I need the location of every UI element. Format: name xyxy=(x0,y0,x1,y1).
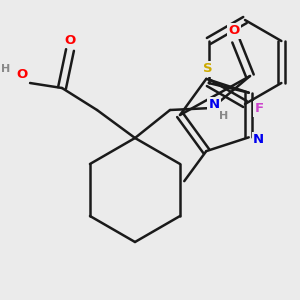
Text: O: O xyxy=(64,34,76,46)
Text: N: N xyxy=(208,98,220,112)
Text: N: N xyxy=(253,133,264,146)
Text: F: F xyxy=(254,103,264,116)
Text: O: O xyxy=(16,68,28,82)
Text: H: H xyxy=(219,111,229,121)
Text: H: H xyxy=(2,64,10,74)
Text: O: O xyxy=(228,25,240,38)
Text: S: S xyxy=(203,62,213,75)
